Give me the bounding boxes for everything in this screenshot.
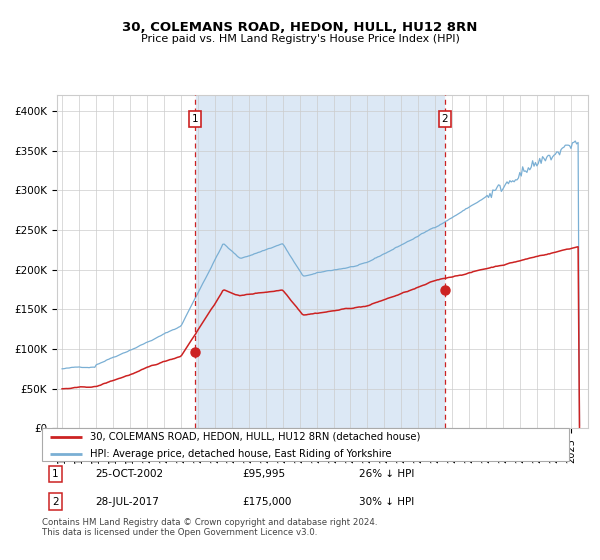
Text: 25-OCT-2002: 25-OCT-2002 bbox=[95, 469, 163, 479]
Text: 1: 1 bbox=[52, 469, 59, 479]
FancyBboxPatch shape bbox=[42, 428, 569, 461]
Text: 30, COLEMANS ROAD, HEDON, HULL, HU12 8RN (detached house): 30, COLEMANS ROAD, HEDON, HULL, HU12 8RN… bbox=[89, 432, 420, 442]
Text: £95,995: £95,995 bbox=[242, 469, 286, 479]
Text: Contains HM Land Registry data © Crown copyright and database right 2024.
This d: Contains HM Land Registry data © Crown c… bbox=[42, 518, 377, 538]
Text: Price paid vs. HM Land Registry's House Price Index (HPI): Price paid vs. HM Land Registry's House … bbox=[140, 34, 460, 44]
Text: £175,000: £175,000 bbox=[242, 497, 292, 507]
Text: 26% ↓ HPI: 26% ↓ HPI bbox=[359, 469, 414, 479]
Text: 1: 1 bbox=[191, 114, 198, 124]
Text: 2: 2 bbox=[442, 114, 448, 124]
Text: 28-JUL-2017: 28-JUL-2017 bbox=[95, 497, 158, 507]
Text: 30% ↓ HPI: 30% ↓ HPI bbox=[359, 497, 414, 507]
Text: HPI: Average price, detached house, East Riding of Yorkshire: HPI: Average price, detached house, East… bbox=[89, 449, 391, 459]
Text: 30, COLEMANS ROAD, HEDON, HULL, HU12 8RN: 30, COLEMANS ROAD, HEDON, HULL, HU12 8RN bbox=[122, 21, 478, 34]
Text: 2: 2 bbox=[52, 497, 59, 507]
